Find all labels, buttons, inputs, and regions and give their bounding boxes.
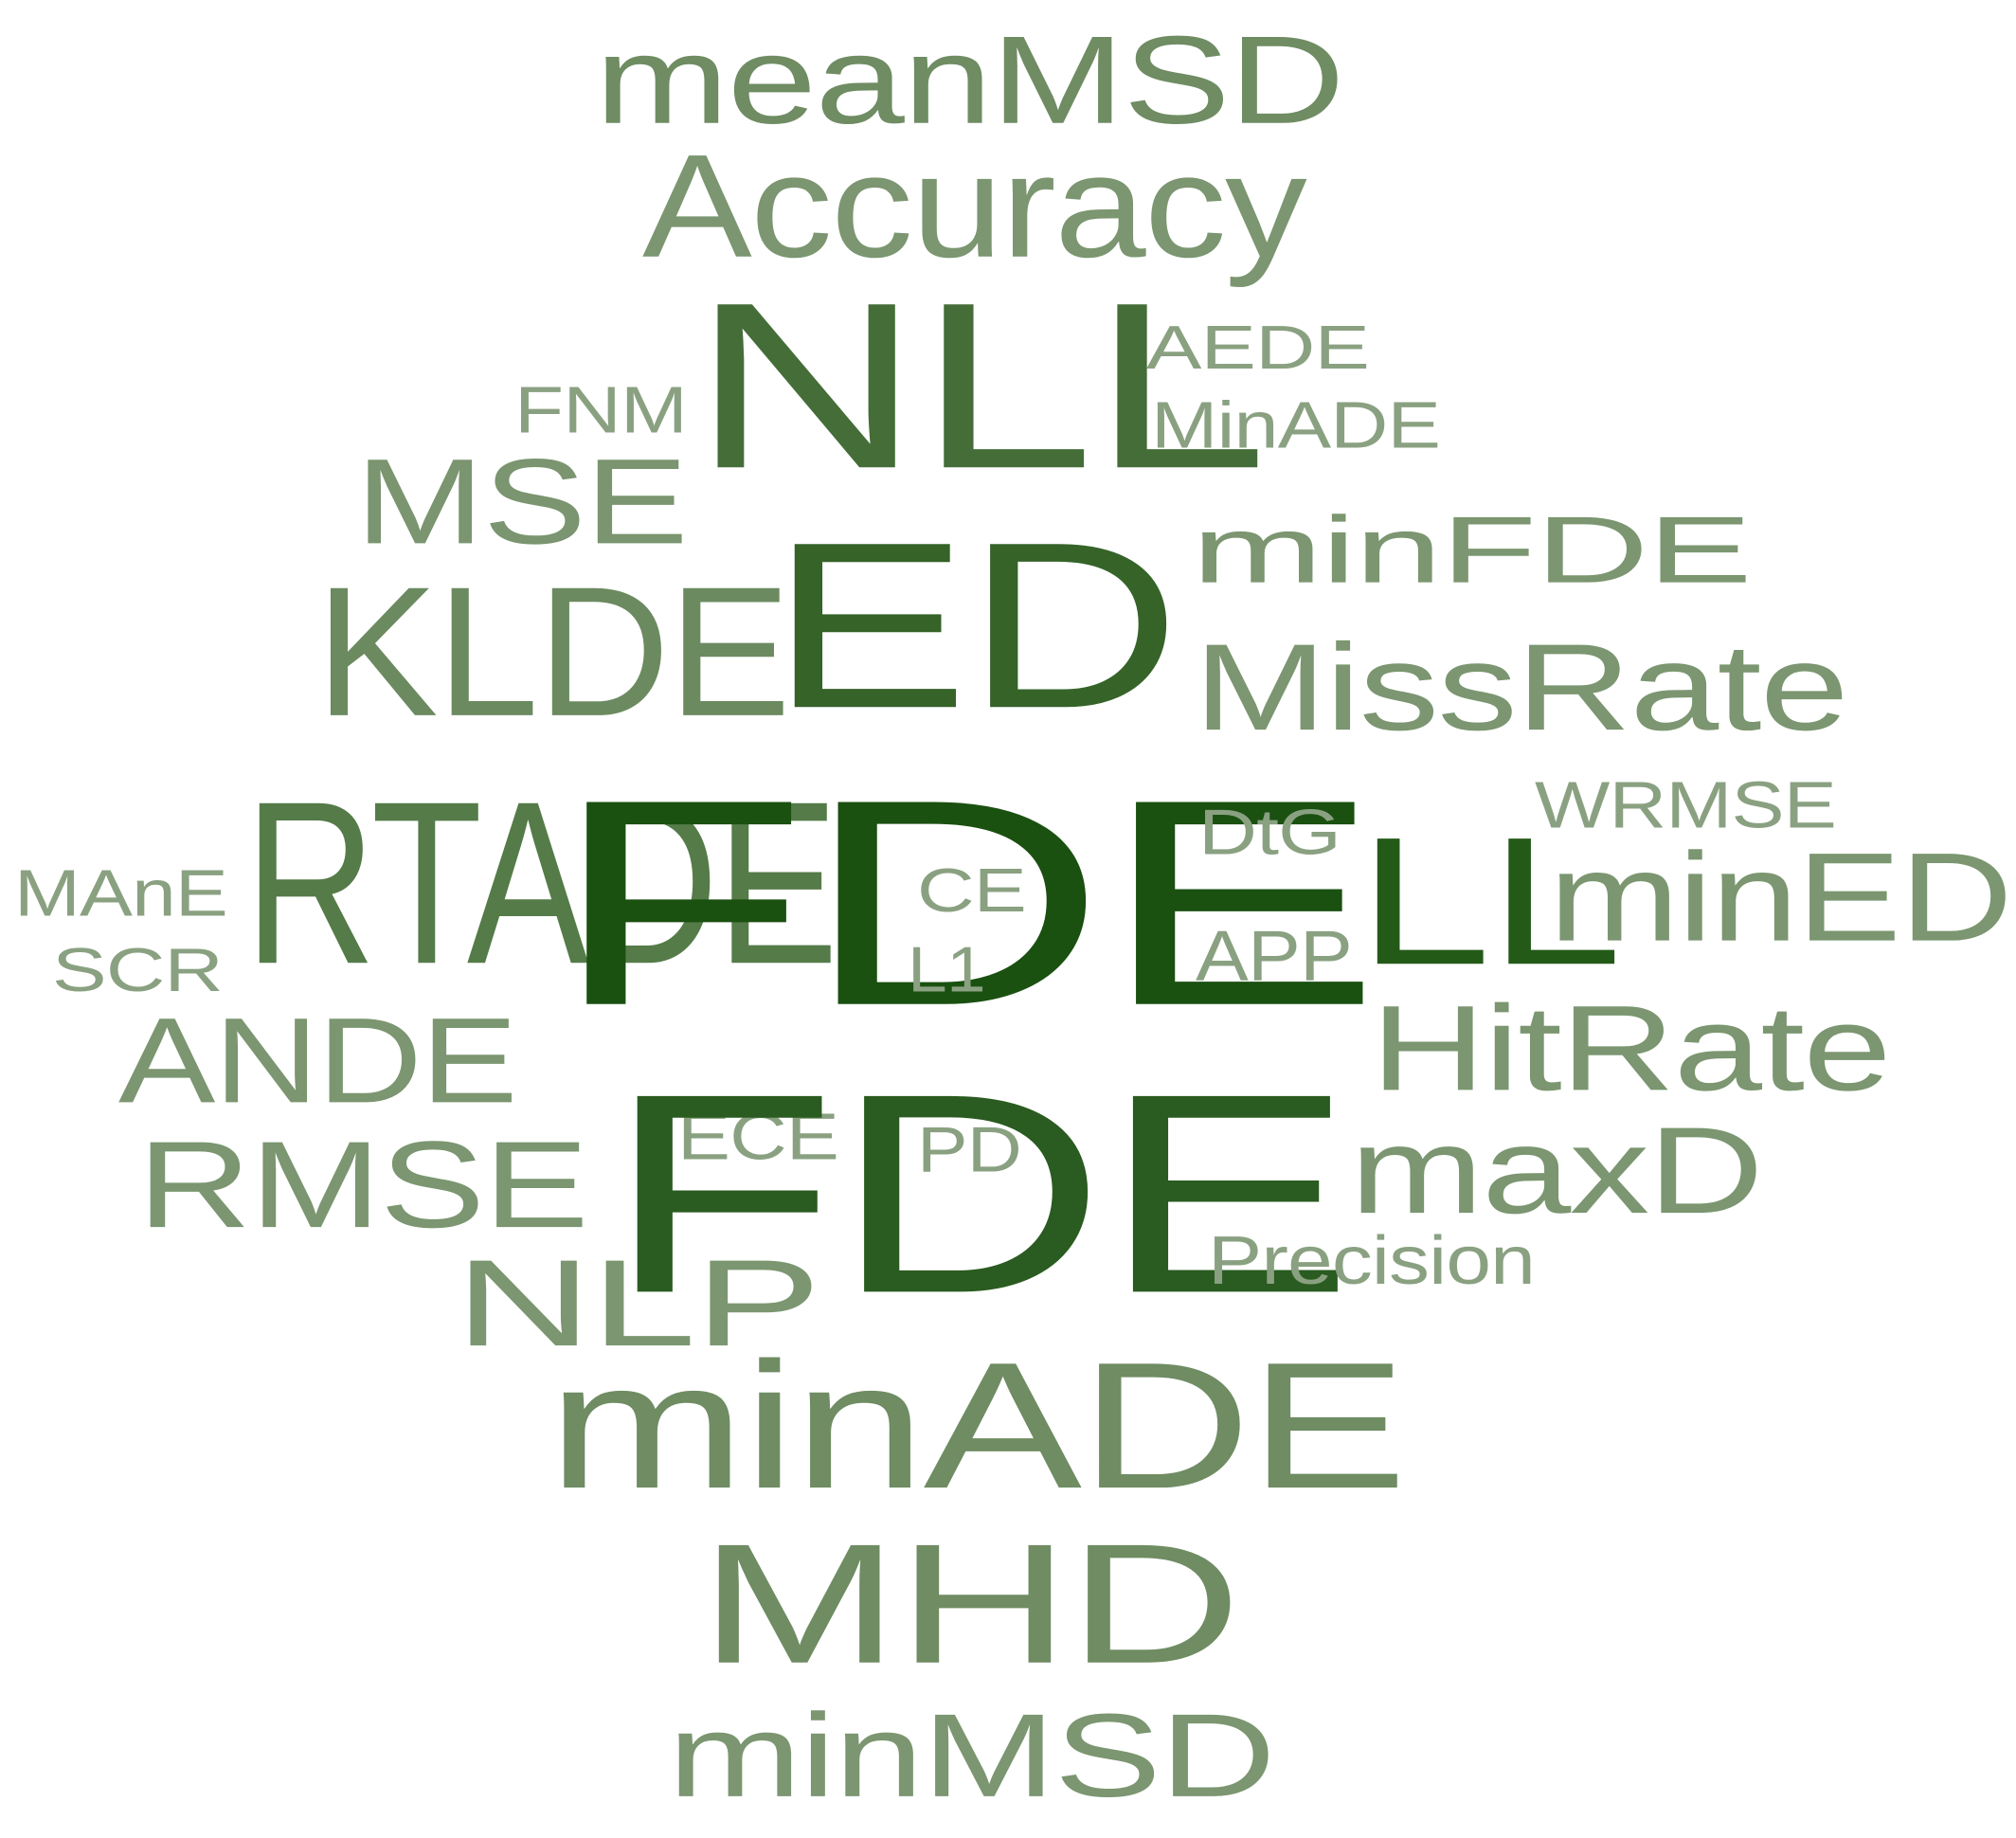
word-ce: CE [917,856,1027,926]
word-l1: L1 [908,934,986,1006]
word-precision: Precision [1208,1223,1536,1299]
word-minmsd: minMSD [668,1688,1276,1822]
word-meanmsd: meanMSD [595,9,1345,150]
word-fde-lower: FDE [606,1035,1354,1353]
word-ece: ECE [677,1100,839,1174]
word-mined: minED [1549,826,2013,967]
word-pd: PD [917,1114,1022,1186]
word-aede: AEDE [1146,314,1370,383]
word-mane: MAnE [14,856,228,930]
word-rmse: RMSE [137,1115,589,1253]
word-maxd: maxD [1350,1101,1764,1239]
word-minade-capital: MinADE [1151,388,1441,462]
word-fnm: FNM [514,373,688,447]
word-ande: ANDE [118,992,518,1128]
word-mse: MSE [355,433,689,569]
word-scr: SCR [52,936,224,1005]
word-minade: minADE [548,1324,1408,1526]
word-ed: ED [770,493,1180,758]
word-ll: LL [1358,799,1623,1003]
word-hitrate: HitRate [1371,980,1892,1116]
word-wrmse: WRMSE [1535,768,1837,842]
word-nlp: NLP [455,1234,821,1372]
word-fde-large: FDE [552,738,1380,1068]
word-minfde: minFDE [1192,496,1753,604]
word-accuracy: Accuracy [642,123,1307,288]
word-klde: KLDE [315,548,791,755]
word-mhd: MHD [699,1507,1242,1700]
word-app: APP [1196,916,1353,997]
word-dtg: DtG [1198,797,1341,869]
word-missrate: MissRate [1194,618,1849,756]
word-nll: NLL [692,253,1268,518]
word-rtade: RTADE [244,753,838,1013]
